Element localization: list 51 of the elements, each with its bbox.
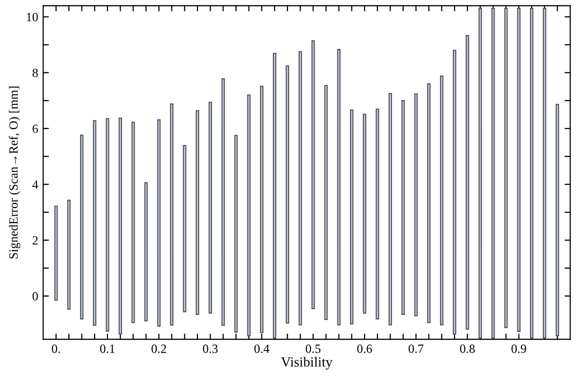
bar	[80, 134, 84, 320]
bar	[182, 144, 186, 312]
bar	[131, 122, 135, 324]
x-tick-label: 0.	[52, 344, 60, 354]
x-tick-label: 0.3	[202, 344, 218, 354]
y-tick-label: 6	[32, 124, 38, 133]
x-tick-label: 0.9	[511, 344, 526, 354]
bar	[491, 8, 495, 338]
bar	[350, 110, 354, 324]
bar	[311, 40, 315, 310]
x-tick-label: 0.6	[357, 344, 372, 354]
x-tick-label: 0.7	[408, 344, 424, 354]
y-tick-label: 10	[26, 12, 38, 22]
x-tick-label: 0.2	[152, 344, 166, 354]
bar	[556, 104, 560, 336]
bar	[362, 114, 366, 314]
bar	[54, 206, 58, 301]
x-tick-label: 0.4	[254, 344, 270, 354]
bar	[298, 51, 302, 326]
y-tick-label: 8	[32, 68, 38, 78]
bar	[247, 94, 251, 336]
y-tick-label: 2	[32, 236, 38, 245]
bar	[92, 120, 96, 326]
bar	[286, 65, 290, 324]
bar	[478, 8, 482, 338]
y-tick-label: 4	[32, 180, 38, 189]
x-tick-label: 0.1	[100, 344, 115, 354]
bar	[272, 52, 276, 338]
x-tick-label: 0.8	[460, 344, 475, 354]
bar	[170, 103, 174, 326]
x-axis-title: Visibility	[281, 356, 332, 370]
bar	[517, 8, 521, 332]
bar	[118, 118, 122, 335]
bar	[208, 102, 212, 314]
bar	[530, 8, 534, 338]
bar	[196, 110, 200, 316]
bar	[260, 86, 264, 334]
bar	[427, 83, 431, 324]
bar	[452, 50, 456, 335]
bar	[466, 34, 470, 330]
y-tick-label: 0	[32, 292, 38, 300]
bar	[157, 119, 161, 327]
bar	[221, 78, 225, 326]
bar	[401, 100, 405, 316]
bar	[376, 108, 380, 320]
bar	[337, 48, 341, 326]
bar	[388, 93, 392, 326]
bar	[440, 75, 444, 326]
bar	[67, 200, 71, 310]
x-tick-label: 0.5	[306, 344, 320, 354]
y-axis-title: SignedError (Scan→Ref, O) [mm]	[8, 86, 20, 258]
